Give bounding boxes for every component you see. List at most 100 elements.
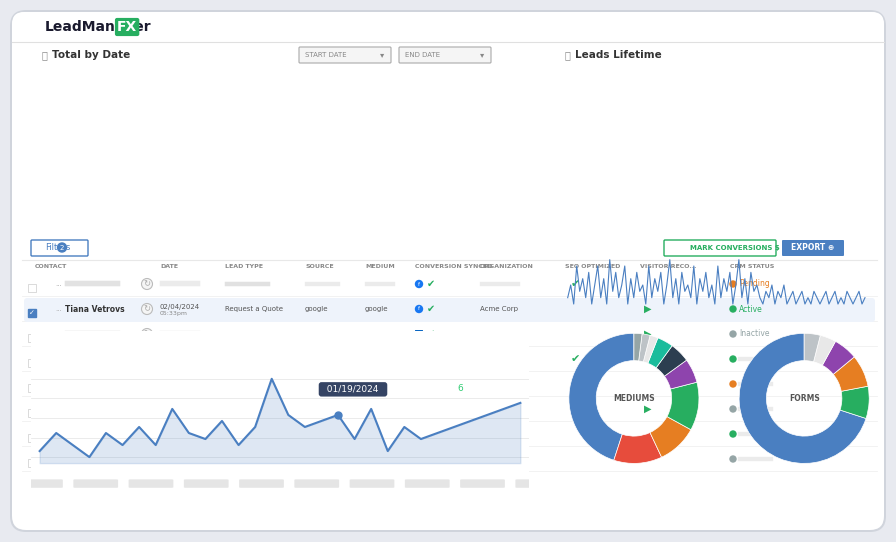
Text: f: f	[418, 281, 420, 287]
FancyBboxPatch shape	[515, 479, 560, 488]
FancyBboxPatch shape	[479, 282, 521, 286]
Text: CRM STATUS: CRM STATUS	[730, 264, 774, 269]
FancyBboxPatch shape	[31, 240, 88, 256]
Bar	[419, 460, 423, 463]
Wedge shape	[667, 382, 699, 430]
Bar	[28, 434, 36, 442]
Text: ✔: ✔	[427, 354, 435, 364]
FancyBboxPatch shape	[365, 357, 395, 361]
FancyBboxPatch shape	[22, 47, 532, 232]
FancyBboxPatch shape	[24, 298, 875, 322]
FancyBboxPatch shape	[225, 357, 271, 361]
FancyBboxPatch shape	[159, 380, 201, 386]
Circle shape	[730, 431, 736, 437]
Text: CONTACT: CONTACT	[35, 264, 67, 269]
FancyBboxPatch shape	[415, 380, 423, 388]
Text: 2: 2	[60, 244, 65, 250]
FancyBboxPatch shape	[225, 432, 271, 436]
FancyBboxPatch shape	[65, 380, 120, 386]
Circle shape	[142, 328, 152, 339]
FancyBboxPatch shape	[225, 457, 271, 461]
Circle shape	[416, 430, 423, 437]
Wedge shape	[814, 335, 835, 365]
FancyBboxPatch shape	[305, 407, 340, 411]
Text: ↻: ↻	[143, 455, 151, 463]
FancyBboxPatch shape	[365, 382, 395, 386]
Text: LEAD TYPE: LEAD TYPE	[225, 264, 263, 269]
Text: Total by Date: Total by Date	[52, 50, 130, 60]
Text: ...: ...	[55, 381, 62, 387]
Circle shape	[57, 243, 66, 252]
FancyBboxPatch shape	[479, 332, 521, 336]
FancyBboxPatch shape	[10, 10, 886, 532]
Circle shape	[142, 304, 152, 314]
Text: 🗓: 🗓	[42, 50, 47, 60]
FancyBboxPatch shape	[225, 407, 271, 411]
FancyBboxPatch shape	[12, 12, 884, 530]
Wedge shape	[569, 333, 634, 460]
Text: Filters: Filters	[45, 243, 71, 253]
FancyBboxPatch shape	[225, 382, 271, 386]
Wedge shape	[665, 360, 697, 389]
FancyBboxPatch shape	[65, 331, 120, 336]
Text: ↻: ↻	[143, 354, 151, 364]
FancyBboxPatch shape	[22, 241, 877, 529]
Text: ✔: ✔	[427, 329, 435, 339]
Text: 05:33pm: 05:33pm	[160, 311, 188, 315]
Text: ...: ...	[55, 406, 62, 412]
Text: ▾: ▾	[480, 50, 484, 60]
Text: ✔: ✔	[427, 429, 435, 439]
Text: MEDIUMS: MEDIUMS	[613, 394, 655, 403]
FancyBboxPatch shape	[365, 332, 395, 336]
Text: MEDIUM: MEDIUM	[365, 264, 395, 269]
FancyBboxPatch shape	[305, 332, 340, 336]
Bar	[415, 460, 418, 463]
FancyBboxPatch shape	[365, 457, 395, 461]
Text: f: f	[418, 431, 420, 436]
Text: f: f	[418, 306, 420, 312]
FancyBboxPatch shape	[479, 457, 521, 461]
Text: Acme Corp: Acme Corp	[480, 306, 518, 312]
Text: in: in	[417, 382, 421, 386]
Text: ✔: ✔	[427, 279, 435, 289]
Text: ✓: ✓	[29, 310, 35, 316]
Wedge shape	[650, 417, 691, 457]
FancyBboxPatch shape	[159, 281, 201, 286]
Circle shape	[416, 306, 423, 313]
Circle shape	[730, 356, 736, 362]
Text: EXPORT ⊕: EXPORT ⊕	[791, 243, 835, 253]
Text: LeadManager: LeadManager	[45, 20, 151, 34]
FancyBboxPatch shape	[305, 432, 340, 436]
FancyBboxPatch shape	[365, 282, 395, 286]
FancyBboxPatch shape	[399, 47, 491, 63]
Text: ↻: ↻	[143, 379, 151, 389]
FancyBboxPatch shape	[737, 357, 773, 361]
FancyBboxPatch shape	[782, 240, 844, 256]
Text: ...: ...	[55, 306, 62, 312]
Wedge shape	[614, 433, 661, 463]
FancyBboxPatch shape	[65, 431, 120, 436]
FancyBboxPatch shape	[479, 407, 521, 411]
Wedge shape	[840, 386, 869, 418]
Text: ▶: ▶	[644, 304, 651, 314]
Text: ✔: ✔	[427, 454, 435, 464]
Text: CONVERSION SYNCED: CONVERSION SYNCED	[415, 264, 493, 269]
FancyBboxPatch shape	[365, 407, 395, 411]
FancyBboxPatch shape	[65, 281, 120, 286]
Text: ▾: ▾	[380, 50, 384, 60]
Text: ↻: ↻	[143, 305, 151, 313]
Text: ▲: ▲	[416, 354, 422, 364]
Circle shape	[730, 381, 736, 387]
FancyBboxPatch shape	[225, 432, 271, 436]
Text: ...: ...	[55, 456, 62, 462]
Bar	[28, 309, 36, 317]
Text: FX: FX	[117, 20, 137, 34]
FancyBboxPatch shape	[159, 356, 201, 362]
Circle shape	[730, 281, 736, 287]
Text: Tiana Vetrovs: Tiana Vetrovs	[65, 305, 125, 313]
Text: ▲: ▲	[416, 406, 419, 411]
FancyBboxPatch shape	[305, 282, 340, 286]
FancyBboxPatch shape	[737, 382, 773, 386]
FancyBboxPatch shape	[159, 431, 201, 436]
Text: Request a Quote: Request a Quote	[225, 306, 283, 312]
